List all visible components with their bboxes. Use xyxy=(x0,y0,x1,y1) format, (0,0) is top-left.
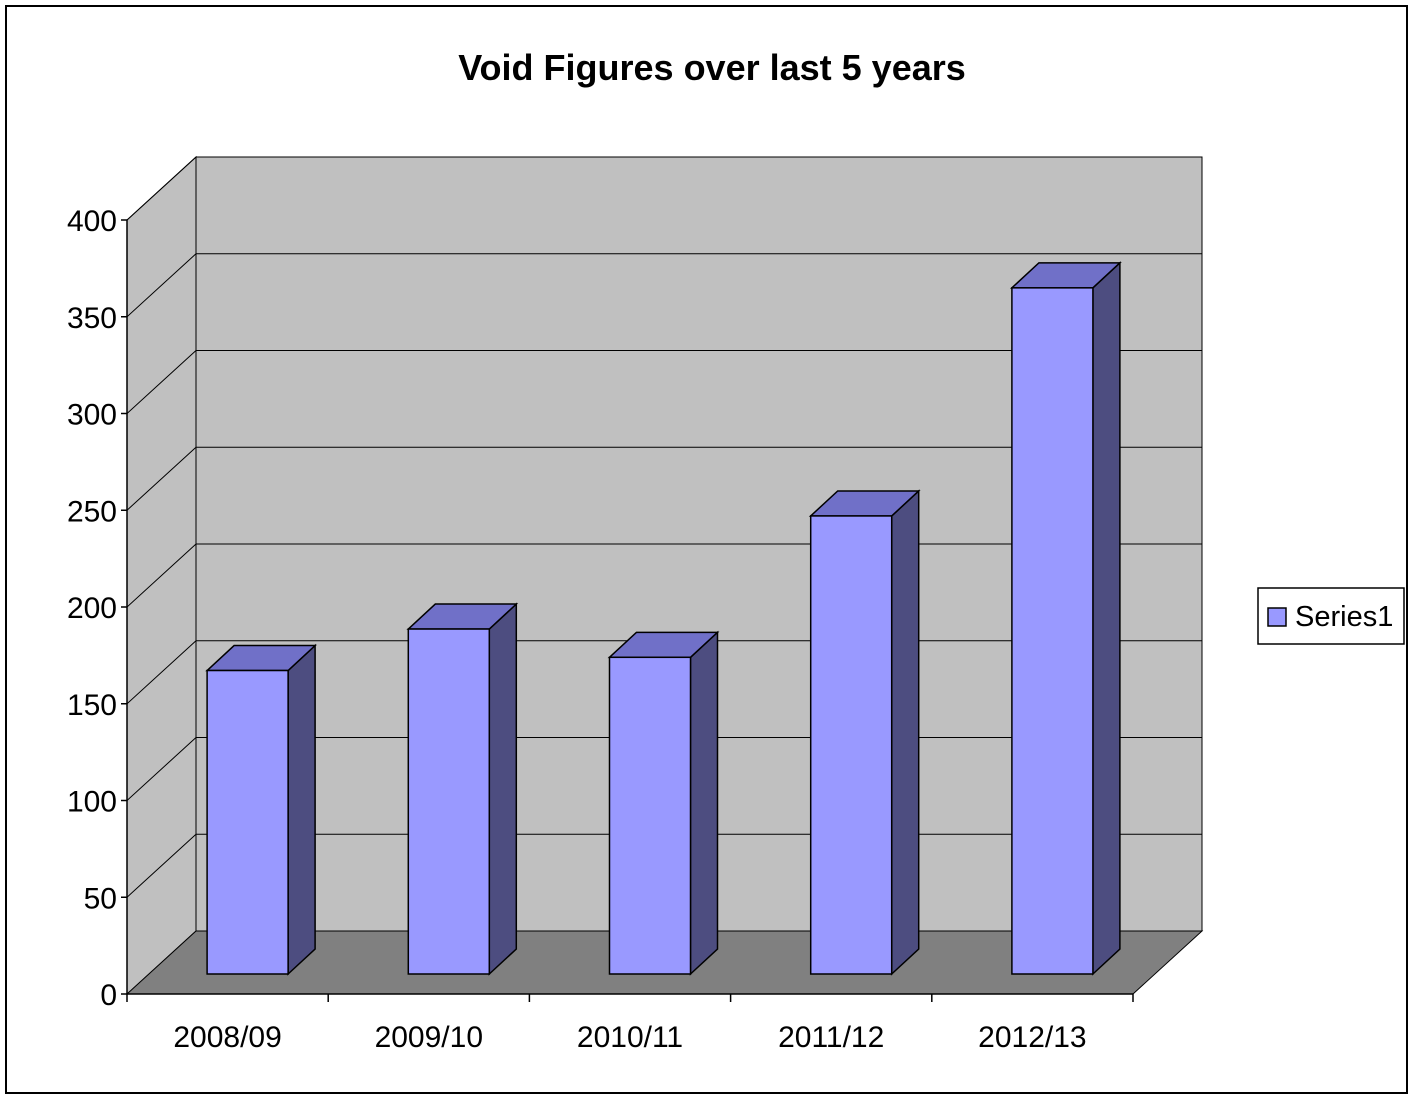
x-axis-ticks: 2008/09 2009/10 2010/11 2011/12 2012/13 xyxy=(127,994,1133,1054)
x-tick-label: 2010/11 xyxy=(577,1021,683,1054)
y-tick-label: 250 xyxy=(67,495,117,528)
bar-side xyxy=(892,491,919,974)
legend: Series1 xyxy=(1258,588,1404,644)
legend-swatch xyxy=(1268,608,1286,626)
bar-side xyxy=(1093,263,1120,974)
x-tick-label: 2011/12 xyxy=(778,1021,884,1054)
x-tick-label: 2008/09 xyxy=(173,1021,281,1054)
y-axis-ticks: 0 50 100 150 200 250 300 350 400 xyxy=(67,205,127,1012)
y-tick-label: 200 xyxy=(67,592,117,625)
x-tick-label: 2012/13 xyxy=(978,1021,1086,1054)
y-tick-label: 50 xyxy=(84,882,117,915)
bar xyxy=(610,657,691,974)
bar-side xyxy=(288,646,315,974)
bar xyxy=(1012,288,1093,974)
y-tick-label: 400 xyxy=(67,205,117,238)
x-tick-label: 2009/10 xyxy=(375,1021,483,1054)
y-tick-label: 300 xyxy=(67,399,117,432)
y-tick-label: 150 xyxy=(67,689,117,722)
bar xyxy=(207,671,288,974)
bar xyxy=(408,629,489,974)
y-tick-label: 350 xyxy=(67,302,117,335)
y-tick-label: 100 xyxy=(67,786,117,819)
bar xyxy=(811,516,892,974)
bar-side xyxy=(489,604,516,974)
bar-side xyxy=(691,632,718,974)
legend-label: Series1 xyxy=(1295,601,1393,633)
chart-title: Void Figures over last 5 years xyxy=(458,47,966,88)
y-tick-label: 0 xyxy=(100,979,117,1012)
